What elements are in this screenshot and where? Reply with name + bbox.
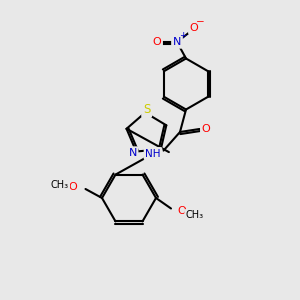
Text: CH₃: CH₃ [51, 179, 69, 190]
Text: O: O [68, 182, 77, 192]
Text: O: O [177, 206, 186, 217]
Text: O: O [152, 37, 161, 47]
Text: O: O [202, 124, 211, 134]
Text: N: N [173, 37, 181, 47]
Text: −: − [196, 17, 205, 27]
Text: N: N [128, 148, 137, 158]
Text: O: O [190, 23, 199, 33]
Text: NH: NH [145, 148, 161, 159]
Text: CH₃: CH₃ [185, 210, 203, 220]
Text: S: S [143, 103, 150, 116]
Text: +: + [179, 31, 186, 40]
